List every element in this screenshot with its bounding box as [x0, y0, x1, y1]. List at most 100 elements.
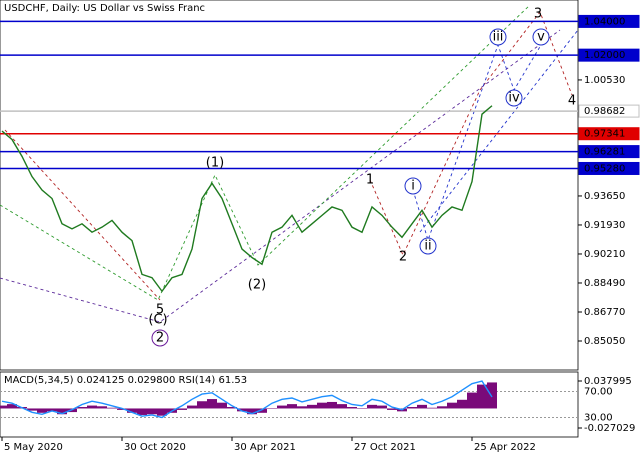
wave-label: 1 [366, 173, 374, 188]
macd-bar [447, 402, 457, 409]
macd-bar [177, 408, 187, 410]
trend-line [369, 11, 573, 257]
x-tick-label: 30 Apr 2021 [234, 442, 296, 453]
wave-label: 5 [156, 303, 164, 318]
macd-bar [437, 406, 447, 409]
y-tick-label: 0.91930 [584, 220, 625, 231]
macd-bar [87, 405, 97, 409]
wave-label: ii [424, 239, 431, 254]
macd-bar [157, 408, 167, 416]
macd-bar [467, 392, 477, 409]
macd-bar [197, 401, 207, 409]
macd-bar [477, 384, 487, 409]
macd-bar [277, 405, 287, 409]
y2-tick-label: 70.00 [584, 387, 613, 398]
macd-bar [387, 408, 397, 410]
trend-line [0, 29, 561, 323]
macd-bar [0, 405, 7, 409]
macd-bar [417, 404, 427, 409]
wave-circle [489, 28, 507, 46]
wave-circle [505, 89, 523, 107]
level-box [578, 145, 640, 159]
y2-tick-label: 30.00 [584, 413, 613, 424]
y-tick-label: 0.85050 [584, 336, 625, 347]
macd-bar [407, 407, 417, 409]
x-tick-label: 27 Oct 2021 [354, 442, 416, 453]
y-tick-label: 1.00530 [584, 75, 625, 86]
macd-bar [377, 405, 387, 409]
level-label: 0.95280 [584, 163, 625, 174]
macd-bar [147, 408, 157, 415]
rsi-line [1, 380, 493, 419]
wave-circle [404, 177, 422, 195]
macd-bar [107, 407, 117, 409]
wave-label: 3 [534, 7, 542, 22]
macd-bar [427, 407, 437, 409]
macd-bar [97, 406, 107, 409]
level-box [578, 48, 640, 62]
x-tick-label: 5 May 2020 [4, 442, 63, 453]
macd-bar [47, 408, 57, 412]
level-box [578, 104, 640, 118]
macd-bar [137, 408, 147, 415]
wave-label: iii [493, 30, 504, 45]
macd-bar [297, 406, 307, 409]
macd-bar [307, 404, 317, 409]
macd-bar [487, 382, 497, 409]
wave-label: v [537, 30, 545, 45]
macd-bar [127, 408, 137, 413]
macd-bar [247, 408, 257, 415]
macd-bar [227, 407, 237, 409]
y-tick-label: -0.027029 [584, 423, 635, 434]
wave-label: (1) [206, 156, 224, 171]
level-label: 1.02000 [584, 50, 625, 61]
macd-bar [367, 404, 377, 409]
macd-bar [77, 407, 87, 409]
wave-circle [419, 237, 437, 255]
wave-label: 2 [156, 331, 164, 346]
wave-label: iv [508, 91, 520, 106]
x-tick-label: 25 Apr 2022 [474, 442, 536, 453]
macd-bar [287, 404, 297, 409]
macd-bar [7, 404, 17, 409]
y-tick-label: 0.037995 [584, 376, 632, 387]
macd-bar [37, 408, 47, 413]
macd-bar [187, 405, 197, 409]
macd-bar [457, 399, 467, 409]
wave-label: (C) [148, 313, 167, 328]
wave-label: 2 [399, 250, 407, 265]
macd-bar [27, 408, 37, 411]
y-tick-label: 0.86770 [584, 307, 625, 318]
macd-bar [347, 407, 357, 409]
macd-bar [207, 399, 217, 409]
macd-bar [117, 408, 127, 410]
macd-bar [267, 408, 277, 409]
macd-bar [257, 408, 267, 413]
x-tick-label: 30 Oct 2020 [124, 442, 186, 453]
indicator-title: MACD(5,34,5) 0.024125 0.029800 RSI(14) 6… [4, 375, 247, 386]
price-panel [0, 0, 579, 371]
wave-label: i [411, 179, 415, 194]
macd-bar [317, 402, 327, 409]
macd-bar [217, 402, 227, 409]
trend-line [419, 29, 579, 233]
trend-line [0, 4, 531, 301]
y-tick-label: 0.90210 [584, 249, 625, 260]
level-label: 1.04000 [584, 16, 625, 27]
macd-bar [337, 404, 347, 409]
wave-label: (2) [248, 278, 266, 293]
level-label: 0.96281 [584, 147, 625, 158]
wave-circle [532, 28, 550, 46]
wave-label: 4 [568, 94, 576, 109]
level-label: 0.98682 [584, 106, 625, 117]
macd-bar [357, 408, 367, 409]
macd-bar [327, 401, 337, 409]
wave-circle [151, 329, 169, 347]
y-tick-label: 0.88490 [584, 278, 625, 289]
wave-lines [0, 4, 579, 323]
trend-line [4, 129, 161, 301]
level-box [578, 127, 640, 141]
price-line [1, 105, 493, 293]
level-box [578, 14, 640, 28]
